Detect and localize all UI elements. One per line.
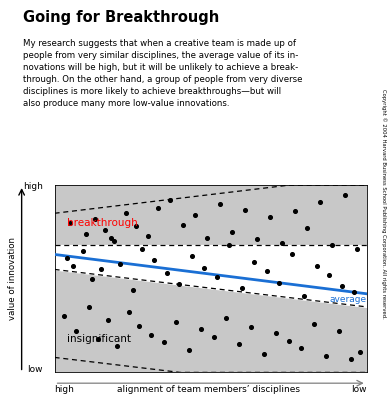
Point [73,328,80,335]
Point [326,272,332,278]
Point [251,259,257,265]
Text: My research suggests that when a creative team is made up of
people from very si: My research suggests that when a creativ… [23,39,303,108]
Point [239,285,245,291]
Point [108,234,114,241]
Text: low: low [351,385,367,394]
Point [117,260,123,267]
Point [335,328,342,335]
Point [242,206,248,213]
Point [223,315,229,322]
Point [339,283,345,289]
Point [264,268,270,275]
Point [161,339,167,346]
Point [229,229,236,235]
Point [261,350,267,357]
Point [348,356,354,363]
Point [267,214,273,220]
Point [83,231,89,237]
Point [114,343,120,350]
Point [136,322,142,329]
Point [211,334,217,340]
Point [176,281,183,288]
Point [139,245,145,252]
Point [292,208,298,214]
Point [98,266,105,273]
Point [273,330,279,336]
Text: alignment of team members’ disciplines: alignment of team members’ disciplines [117,385,300,394]
Point [254,236,261,243]
Point [198,326,204,333]
Point [179,221,186,228]
Point [310,320,317,327]
Point [204,234,211,241]
Text: insignificant: insignificant [67,334,131,344]
Point [173,319,179,325]
Point [301,292,307,299]
Point [123,210,129,217]
Text: Going for Breakthrough: Going for Breakthrough [23,10,220,25]
Point [285,337,292,344]
Point [154,204,161,211]
Point [80,247,86,254]
Point [189,253,195,260]
Point [276,279,282,286]
Point [192,212,198,219]
Point [314,263,320,269]
Text: breakthrough: breakthrough [67,218,138,228]
Point [248,324,254,331]
Point [279,240,285,247]
Point [354,245,360,252]
Point [111,238,117,245]
Point [186,347,192,353]
Text: Copyright © 2004 Harvard Business School Publishing Corporation. All rights rese: Copyright © 2004 Harvard Business School… [381,89,386,318]
Point [226,242,232,248]
Point [95,335,101,342]
Point [342,191,348,198]
Text: value of innovation: value of innovation [8,237,17,320]
Point [105,317,111,323]
Point [126,309,133,316]
Point [151,257,158,263]
Text: high: high [55,385,74,394]
Point [357,348,363,355]
Point [101,227,108,233]
Point [61,313,67,319]
Point [167,197,173,204]
Point [304,225,310,232]
Point [67,219,73,226]
Point [289,251,295,258]
Point [201,264,207,271]
Point [133,223,139,230]
Point [70,263,76,269]
Point [164,270,170,276]
Point [214,274,220,280]
Text: average: average [329,295,366,304]
Point [329,242,335,248]
Point [317,199,323,205]
Point [236,341,242,348]
Point [351,289,357,295]
Point [145,232,151,239]
Text: low: low [27,365,43,374]
Point [217,201,223,207]
Point [86,304,92,310]
Point [323,352,329,359]
Point [129,287,136,293]
Point [298,345,304,351]
Point [92,216,98,222]
Point [148,332,154,338]
Point [64,255,70,261]
Text: high: high [23,182,43,191]
Point [89,276,95,282]
